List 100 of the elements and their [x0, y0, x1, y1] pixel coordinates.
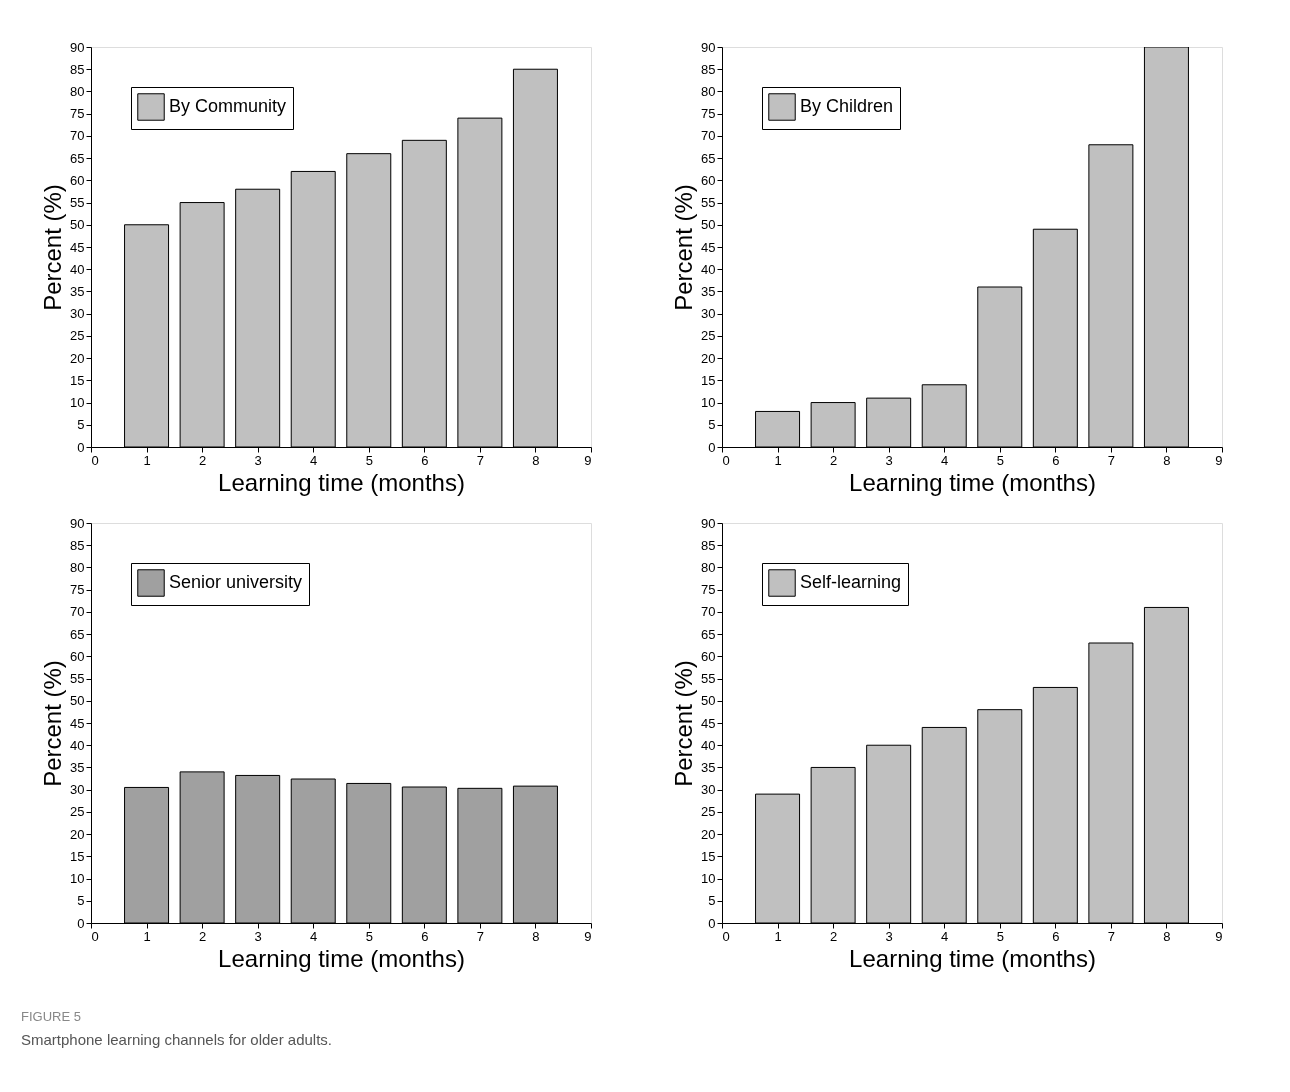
y-tick-label: 90 — [70, 515, 85, 531]
y-tick-label: 20 — [70, 826, 85, 842]
y-tick-label: 45 — [701, 715, 716, 731]
x-tick-label: 2 — [198, 452, 207, 468]
x-tick-label: 3 — [254, 452, 262, 468]
y-tick-label: 85 — [70, 61, 85, 77]
y-tick-label: 20 — [701, 826, 716, 842]
y-tick-label: 40 — [70, 261, 85, 277]
y-axis-title: Percent (%) — [39, 660, 67, 787]
x-tick-label: 5 — [996, 928, 1004, 944]
y-tick-label: 85 — [701, 537, 716, 553]
y-tick-label: 30 — [70, 306, 85, 322]
y-tick-label: 40 — [70, 737, 85, 753]
x-tick-label: 9 — [584, 452, 592, 468]
x-tick-label: 8 — [532, 452, 540, 468]
x-tick-label: 0 — [91, 928, 99, 944]
y-tick-label: 65 — [70, 150, 85, 166]
x-axis-title: Learning time (months) — [849, 468, 1096, 496]
y-tick-label: 75 — [70, 106, 85, 122]
y-tick-label: 5 — [77, 417, 85, 433]
y-tick-label: 35 — [70, 759, 85, 775]
y-tick-label: 60 — [701, 648, 716, 664]
x-tick-label: 9 — [1215, 452, 1223, 468]
y-tick-label: 30 — [701, 306, 716, 322]
x-axis-title: Learning time (months) — [849, 944, 1096, 972]
legend-label: Self-learning — [800, 572, 902, 592]
y-tick-label: 90 — [701, 515, 716, 531]
y-tick-label: 35 — [701, 283, 716, 299]
y-tick-label: 55 — [70, 671, 85, 687]
y-tick-label: 0 — [708, 439, 716, 455]
y-tick-label: 30 — [701, 782, 716, 798]
y-tick-label: 25 — [701, 328, 716, 344]
legend-label: Senior university — [169, 572, 303, 592]
y-tick-label: 25 — [70, 804, 85, 820]
y-tick-label: 20 — [70, 350, 85, 366]
y-tick-label: 50 — [701, 693, 716, 709]
y-tick-label: 60 — [70, 172, 85, 188]
x-tick-label: 5 — [996, 452, 1004, 468]
x-tick-label: 1 — [143, 452, 151, 468]
x-tick-label: 3 — [885, 452, 893, 468]
x-tick-label: 5 — [365, 928, 373, 944]
y-tick-label: 0 — [77, 915, 85, 931]
y-tick-label: 40 — [701, 261, 716, 277]
y-tick-label: 75 — [70, 582, 85, 598]
y-tick-label: 45 — [70, 239, 85, 255]
x-tick-label: 2 — [829, 928, 838, 944]
text: Smartphone learning channels for older adults. — [21, 1031, 333, 1048]
x-tick-label: 3 — [254, 928, 262, 944]
y-tick-label: 25 — [701, 804, 716, 820]
y-tick-label: 45 — [70, 715, 85, 731]
x-tick-label: 8 — [532, 928, 540, 944]
y-tick-label: 15 — [70, 372, 85, 388]
x-tick-label: 2 — [198, 928, 207, 944]
y-axis-title: Percent (%) — [670, 184, 698, 311]
x-tick-label: 2 — [829, 452, 838, 468]
y-tick-label: 5 — [708, 417, 716, 433]
x-tick-label: 4 — [310, 928, 318, 944]
x-tick-label: 4 — [941, 928, 949, 944]
y-tick-label: 15 — [701, 848, 716, 864]
y-tick-label: 75 — [701, 106, 716, 122]
y-tick-label: 5 — [77, 893, 85, 909]
y-tick-label: 65 — [70, 626, 85, 642]
x-tick-label: 9 — [584, 928, 592, 944]
y-tick-label: 80 — [70, 83, 85, 99]
x-tick-label: 7 — [476, 452, 485, 468]
x-tick-label: 9 — [1215, 928, 1223, 944]
x-tick-label: 7 — [476, 928, 485, 944]
y-tick-label: 40 — [701, 737, 716, 753]
caption: FIGURE 5 — [21, 1009, 81, 1024]
y-tick-label: 35 — [701, 759, 716, 775]
x-tick-label: 3 — [885, 928, 893, 944]
y-tick-label: 70 — [70, 128, 85, 144]
y-tick-label: 70 — [701, 604, 716, 620]
x-tick-label: 6 — [1052, 928, 1060, 944]
y-tick-label: 45 — [701, 239, 716, 255]
y-tick-label: 80 — [701, 83, 716, 99]
y-tick-label: 80 — [701, 559, 716, 575]
y-tick-label: 90 — [70, 39, 85, 55]
x-tick-label: 4 — [310, 452, 318, 468]
y-tick-label: 15 — [701, 372, 716, 388]
x-tick-label: 1 — [143, 928, 151, 944]
y-tick-label: 35 — [70, 283, 85, 299]
x-tick-label: 7 — [1107, 452, 1116, 468]
y-tick-label: 55 — [701, 671, 716, 687]
x-tick-label: 8 — [1163, 928, 1171, 944]
x-tick-label: 5 — [365, 452, 373, 468]
x-tick-label: 8 — [1163, 452, 1171, 468]
y-tick-label: 10 — [70, 871, 85, 887]
y-tick-label: 55 — [70, 195, 85, 211]
x-tick-label: 4 — [941, 452, 949, 468]
y-tick-label: 10 — [70, 395, 85, 411]
x-axis-title: Learning time (months) — [218, 468, 465, 496]
x-tick-label: 6 — [1052, 452, 1060, 468]
y-tick-label: 60 — [701, 172, 716, 188]
y-tick-label: 65 — [701, 626, 716, 642]
y-axis-title: Percent (%) — [39, 184, 67, 311]
y-axis-title: Percent (%) — [670, 660, 698, 787]
y-tick-label: 90 — [701, 39, 716, 55]
x-tick-label: 0 — [722, 928, 730, 944]
legend-label: By Children — [800, 96, 894, 116]
